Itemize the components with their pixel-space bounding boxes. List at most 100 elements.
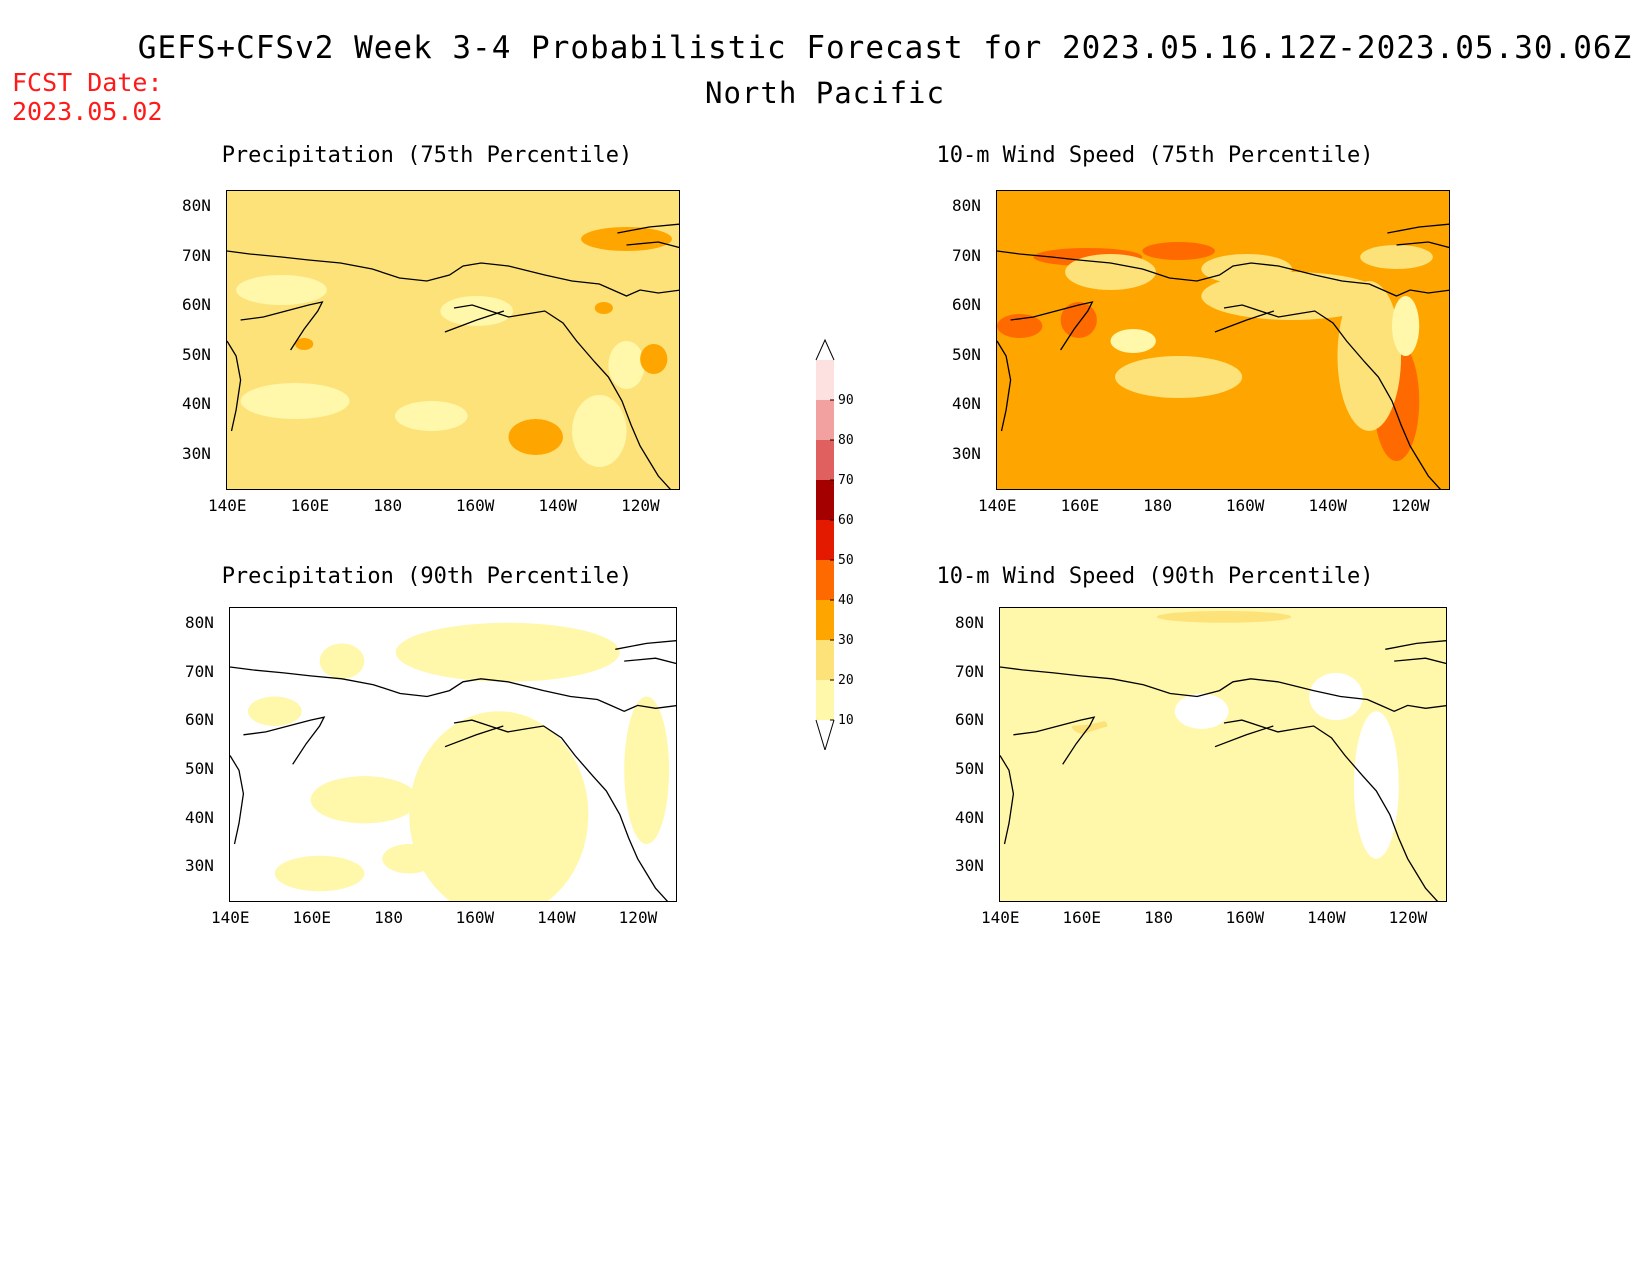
colorbar-segment <box>816 560 834 600</box>
colorbar-segment <box>816 480 834 520</box>
lon-tick-label: 140E <box>978 496 1017 515</box>
shaded-region <box>394 401 468 431</box>
colorbar-label: 80 <box>838 433 854 448</box>
coastline <box>227 223 679 489</box>
lat-tick-label: 40N <box>955 807 984 827</box>
panel-title-precip-75: Precipitation (75th Percentile) <box>221 143 633 168</box>
lat-tick-label: 50N <box>952 344 981 364</box>
lon-tick-label: 120W <box>621 496 660 515</box>
shaded-region <box>608 341 645 389</box>
colorbar-label: 10 <box>838 713 854 728</box>
map-wind-90 <box>999 607 1447 902</box>
lat-tick-label: 40N <box>185 807 214 827</box>
lon-tick-label: 140E <box>211 908 250 927</box>
colorbar-segment <box>816 440 834 480</box>
colorbar-segment <box>816 680 834 720</box>
lat-tick-label: 80N <box>955 613 984 632</box>
lon-tick-label: 160E <box>290 496 330 515</box>
lon-tick-label: 160E <box>292 908 332 927</box>
shaded-region <box>1201 272 1383 320</box>
shaded-region <box>409 711 589 901</box>
shaded-region <box>310 776 419 824</box>
shaded-region <box>1174 693 1229 729</box>
lat-tick-label: 60N <box>182 295 211 314</box>
lat-tick-label: 70N <box>955 661 984 681</box>
lat-tick-label: 40N <box>952 394 981 413</box>
map-wind-90-field <box>1000 610 1446 901</box>
colorbar-label: 90 <box>838 393 854 408</box>
shaded-region <box>236 275 327 305</box>
shaded-region <box>382 844 437 874</box>
lon-tick-label: 140E <box>981 908 1020 927</box>
lat-tick-label: 30N <box>955 856 984 876</box>
colorbar-bottom-cap <box>815 719 835 750</box>
panel-title-precip-90: Precipitation (90th Percentile) <box>221 564 633 589</box>
shaded-region <box>1115 356 1243 398</box>
lon-tick-label: 180 <box>373 496 403 515</box>
map-wind-75-field <box>997 223 1449 489</box>
lon-tick-label: 160W <box>1225 496 1265 515</box>
colorbar-top-cap <box>815 338 835 361</box>
lat-tick-label: 80N <box>952 196 981 215</box>
lon-tick-label: 180 <box>374 908 403 927</box>
lat-tick-label: 70N <box>185 661 214 681</box>
shaded-region <box>1000 667 1135 726</box>
map-wind-75 <box>996 190 1450 490</box>
lon-tick-label: 160W <box>455 908 495 927</box>
lat-tick-label: 60N <box>185 710 214 730</box>
main-title: GEFS+CFSv2 Week 3-4 Probabilistic Foreca… <box>137 30 1633 66</box>
coastline <box>1000 640 1446 901</box>
map-precip-90 <box>229 607 677 902</box>
shaded-region <box>640 344 668 374</box>
shaded-region <box>247 696 302 726</box>
colorbar-segment <box>816 400 834 440</box>
lat-tick-label: 70N <box>952 245 981 265</box>
lat-tick-label: 50N <box>955 759 984 779</box>
colorbar-label: 40 <box>838 593 854 608</box>
lon-tick-label: 160E <box>1060 496 1100 515</box>
shaded-region <box>319 643 365 679</box>
colorbar-segment <box>816 360 834 400</box>
lat-tick-label: 50N <box>182 344 211 364</box>
colorbar-segment <box>816 520 834 560</box>
colorbar-segment <box>816 640 834 680</box>
lon-tick-label: 160E <box>1062 908 1102 927</box>
lon-tick-label: 140W <box>538 496 578 515</box>
lon-tick-label: 140E <box>208 496 247 515</box>
shaded-region <box>1391 296 1420 356</box>
colorbar-label: 30 <box>838 633 854 648</box>
shaded-region <box>1337 281 1402 431</box>
fcst-date: 2023.05.02 <box>12 97 163 126</box>
lon-tick-label: 120W <box>618 908 658 927</box>
lon-tick-label: 180 <box>1144 908 1173 927</box>
shaded-region <box>1156 610 1292 623</box>
shaded-region <box>295 338 314 350</box>
lon-tick-label: 160W <box>455 496 495 515</box>
colorbar-label: 60 <box>838 513 854 528</box>
lat-tick-label: 50N <box>185 759 214 779</box>
fcst-label: FCST Date: <box>12 68 163 97</box>
coastline <box>230 640 676 901</box>
panel-title-wind-75: 10-m Wind Speed (75th Percentile) <box>936 143 1374 168</box>
shaded-region <box>572 395 627 467</box>
lat-tick-label: 60N <box>955 710 984 730</box>
lat-tick-label: 80N <box>182 196 211 215</box>
colorbar-label: 70 <box>838 473 854 488</box>
lon-tick-label: 140W <box>1308 496 1348 515</box>
map-precip-90-field <box>230 622 676 901</box>
shaded-region <box>1110 329 1156 353</box>
colorbar-segment <box>816 600 834 640</box>
lon-tick-label: 120W <box>1391 496 1430 515</box>
lat-tick-label: 30N <box>952 443 981 463</box>
lat-tick-label: 80N <box>185 613 214 632</box>
shaded-region <box>395 622 620 682</box>
panel-title-wind-90: 10-m Wind Speed (90th Percentile) <box>936 564 1374 589</box>
lat-tick-label: 60N <box>952 295 981 314</box>
lon-tick-label: 180 <box>1143 496 1173 515</box>
lat-tick-label: 30N <box>182 443 211 463</box>
shaded-region <box>1360 245 1433 269</box>
colorbar-label: 50 <box>838 553 854 568</box>
shaded-region <box>440 296 514 326</box>
lat-tick-label: 30N <box>185 856 214 876</box>
map-precip-75 <box>226 190 680 490</box>
